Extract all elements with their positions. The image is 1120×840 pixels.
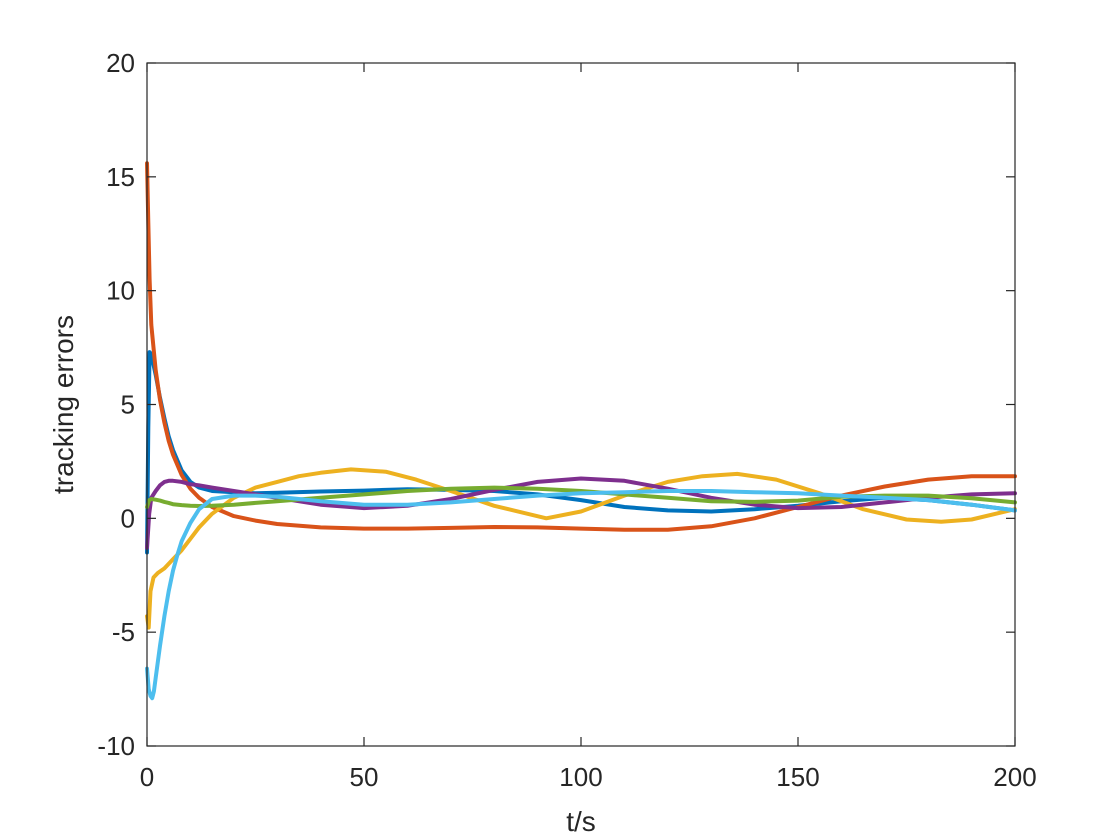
series-line-3 xyxy=(145,467,1017,630)
x-tick-label-2: 50 xyxy=(350,762,379,792)
x-tick-label-3: 100 xyxy=(559,762,602,792)
x-tick-label-1: 0 xyxy=(140,762,154,792)
x-tick-label-4: 150 xyxy=(776,762,819,792)
series-line-6 xyxy=(145,489,1017,701)
y-tick-label-3: 0 xyxy=(121,503,135,533)
plot-background xyxy=(147,63,1015,746)
series-line-5 xyxy=(145,485,1017,509)
x-tick-label-5: 200 xyxy=(993,762,1036,792)
series-line-2 xyxy=(145,161,1017,532)
y-axis-label: tracking errors xyxy=(48,315,79,494)
y-tick-label-4: 5 xyxy=(121,390,135,420)
y-tick-label-5: 10 xyxy=(106,276,135,306)
y-tick-label-6: 15 xyxy=(106,162,135,192)
x-axis-label: t/s xyxy=(566,806,596,837)
series-layer xyxy=(145,161,1017,701)
y-tick-label-7: 20 xyxy=(106,48,135,78)
y-tick-label-2: -5 xyxy=(112,617,135,647)
tick-layer: 0 50 100 150 200 -10 -5 0 5 10 15 20 xyxy=(97,48,1036,792)
series-line-4 xyxy=(145,476,1017,550)
y-tick-label-1: -10 xyxy=(97,731,135,761)
